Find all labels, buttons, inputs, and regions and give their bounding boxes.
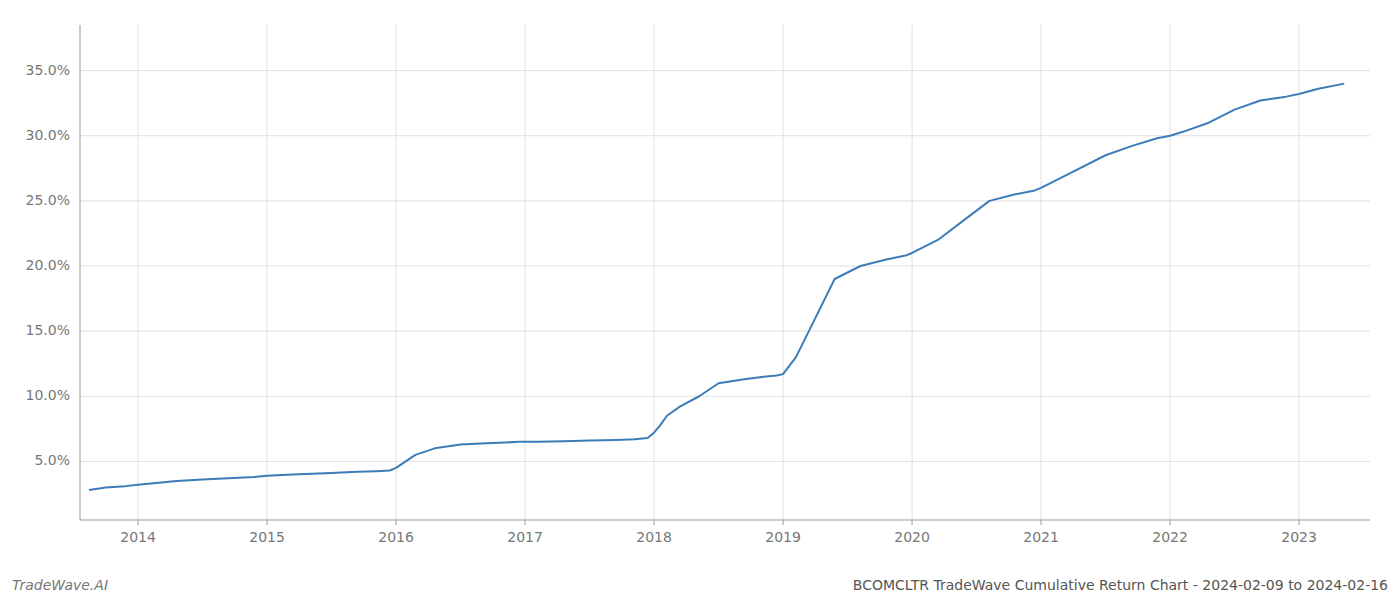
y-grid-line	[80, 135, 1370, 136]
grid	[80, 25, 1370, 520]
x-tick-label: 2018	[636, 529, 672, 545]
x-tick-mark	[525, 520, 526, 525]
x-tick-label: 2017	[507, 529, 543, 545]
x-tick-label: 2016	[378, 529, 414, 545]
x-grid-line	[396, 25, 397, 520]
x-tick-label: 2020	[894, 529, 930, 545]
x-grid-line	[138, 25, 139, 520]
chart-title: BCOMCLTR TradeWave Cumulative Return Cha…	[853, 577, 1388, 593]
x-grid-line	[1299, 25, 1300, 520]
x-grid-line	[654, 25, 655, 520]
x-grid-line	[525, 25, 526, 520]
y-axis-line	[80, 25, 81, 520]
x-tick-label: 2014	[120, 529, 156, 545]
y-grid-line	[80, 331, 1370, 332]
x-tick-label: 2023	[1281, 529, 1317, 545]
y-grid-line	[80, 461, 1370, 462]
y-grid-line	[80, 70, 1370, 71]
x-tick-mark	[783, 520, 784, 525]
x-grid-line	[783, 25, 784, 520]
x-grid-line	[1170, 25, 1171, 520]
data-line	[89, 84, 1344, 490]
watermark: TradeWave.AI	[12, 577, 108, 593]
y-tick-label: 5.0%	[34, 452, 70, 468]
x-tick-label: 2019	[765, 529, 801, 545]
x-tick-mark	[396, 520, 397, 525]
x-tick-mark	[267, 520, 268, 525]
x-tick-mark	[1170, 520, 1171, 525]
x-grid-line	[1041, 25, 1042, 520]
y-tick-label: 30.0%	[26, 127, 70, 143]
x-tick-mark	[1299, 520, 1300, 525]
y-grid-line	[80, 265, 1370, 266]
y-tick-label: 10.0%	[26, 387, 70, 403]
y-tick-label: 20.0%	[26, 257, 70, 273]
x-grid-line	[267, 25, 268, 520]
x-tick-mark	[1041, 520, 1042, 525]
x-tick-mark	[912, 520, 913, 525]
y-tick-label: 25.0%	[26, 192, 70, 208]
y-grid-line	[80, 200, 1370, 201]
chart: 5.0% 10.0% 15.0% 20.0% 25.0% 30.0% 35.0% 2014 20…	[0, 0, 1400, 600]
y-tick-label: 35.0%	[26, 62, 70, 78]
x-grid-line	[912, 25, 913, 520]
x-tick-label: 2015	[249, 529, 285, 545]
x-tick-mark	[654, 520, 655, 525]
x-tick-label: 2021	[1023, 529, 1059, 545]
y-tick-label: 15.0%	[26, 322, 70, 338]
chart-container: 5.0% 10.0% 15.0% 20.0% 25.0% 30.0% 35.0% 2014 20…	[0, 0, 1400, 600]
x-tick-label: 2022	[1152, 529, 1188, 545]
y-grid-line	[80, 396, 1370, 397]
x-tick-mark	[138, 520, 139, 525]
plot-area	[89, 84, 1344, 490]
x-axis-line	[80, 520, 1370, 521]
